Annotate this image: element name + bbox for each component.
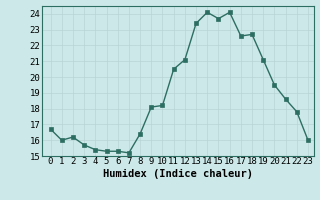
X-axis label: Humidex (Indice chaleur): Humidex (Indice chaleur): [103, 169, 252, 179]
